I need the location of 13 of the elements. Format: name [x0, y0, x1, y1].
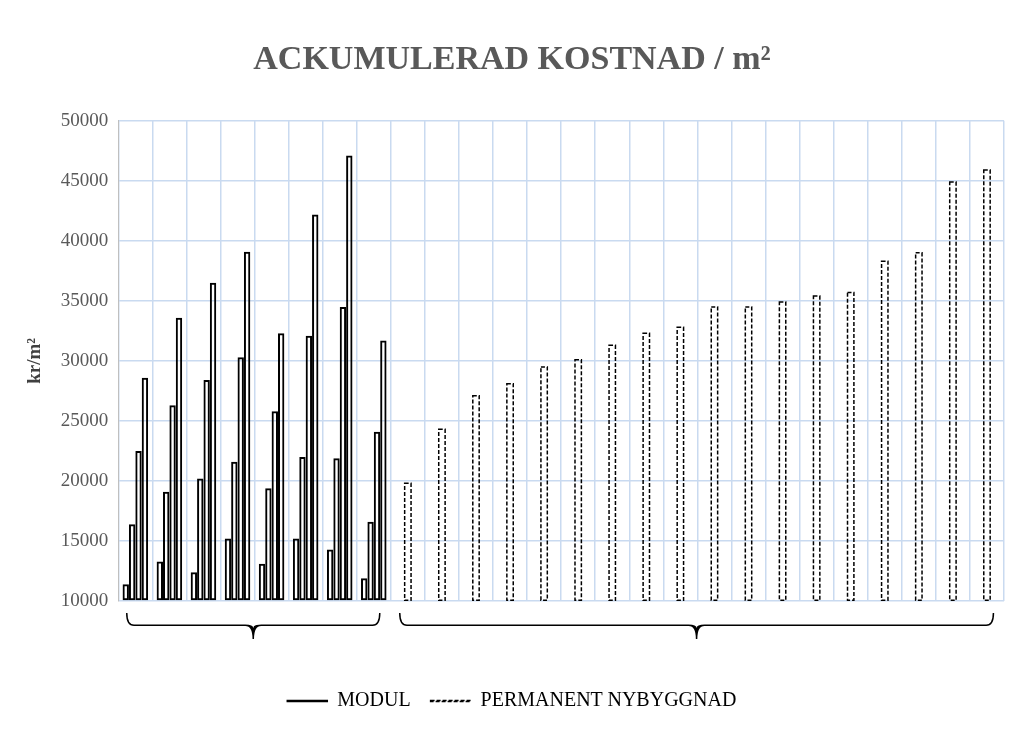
legend-label: PERMANENT NYBYGGNAD — [480, 688, 737, 711]
y-tick-label: 25000 — [60, 408, 109, 430]
y-tick-label: 20000 — [60, 468, 109, 490]
y-tick-label: 35000 — [60, 288, 109, 310]
y-tick-label: 15000 — [60, 528, 109, 550]
y-tick-label: 30000 — [60, 348, 109, 370]
chart-title: ACKUMULERAD KOSTNAD / m² — [253, 39, 771, 77]
y-axis-title: kr/m² — [23, 337, 45, 384]
legend-label: MODUL — [337, 688, 411, 711]
y-tick-label: 10000 — [60, 588, 109, 610]
y-tick-label: 50000 — [60, 108, 109, 130]
y-tick-label: 45000 — [60, 168, 109, 190]
y-tick-label: 40000 — [60, 228, 109, 250]
